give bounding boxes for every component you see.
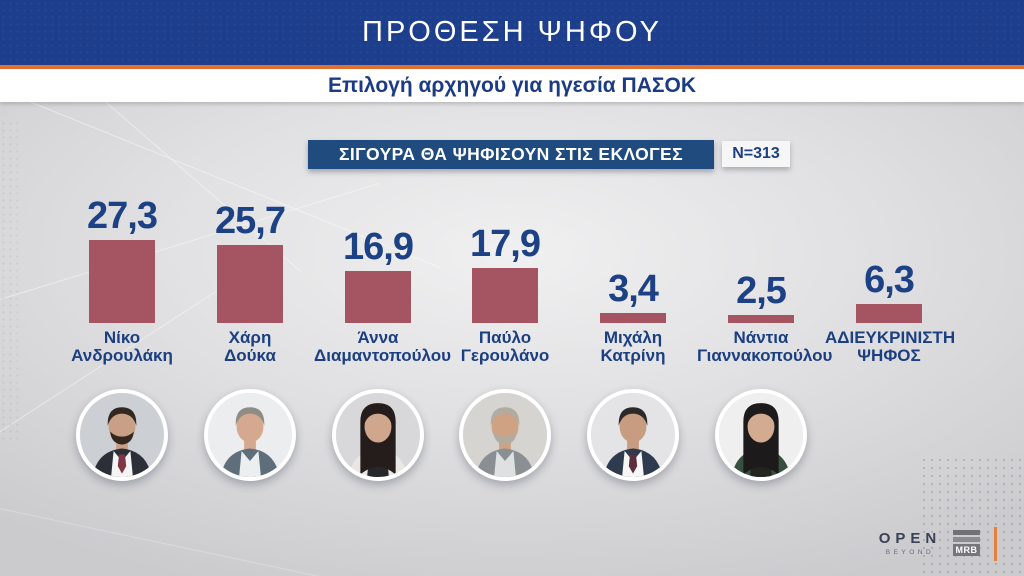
bar: [728, 315, 794, 323]
bar-column: 27,3 Νίκο Ανδρουλάκη: [58, 0, 186, 576]
candidate-name: Παύλο Γερουλάνο: [460, 328, 550, 365]
mrb-logo-bar: [953, 537, 980, 542]
candidate-name: Νάντια Γιαννακοπούλου: [697, 328, 833, 365]
mrb-logo-text: MRB: [953, 544, 980, 556]
candidate-photo: [459, 389, 551, 481]
candidate-photo: [715, 389, 807, 481]
subtitle-band: Επιλογή αρχηγού για ηγεσία ΠΑΣΟΚ: [0, 69, 1024, 102]
open-channel-logo: OPEN BEYOND: [878, 530, 942, 556]
chart-title-bar: ΣΙΓΟΥΡΑ ΘΑ ΨΗΦΙΣΟΥΝ ΣΤΙΣ ΕΚΛΟΓΕΣ: [308, 140, 714, 169]
candidate-name: Χάρη Δούκα: [224, 328, 276, 365]
candidate-photo: [76, 389, 168, 481]
bar: [345, 271, 411, 323]
orange-accent-line: [994, 527, 997, 561]
person-avatar-icon: [336, 393, 420, 477]
candidate-name: ΑΔΙΕΥΚΡΙΝΙΣΤΗ ΨΗΦΟΣ: [825, 328, 956, 365]
person-avatar-icon: [719, 393, 803, 477]
bar: [472, 268, 538, 323]
candidate-name: Νίκο Ανδρουλάκη: [71, 328, 173, 365]
bar-column: 6,3 ΑΔΙΕΥΚΡΙΝΙΣΤΗ ΨΗΦΟΣ: [825, 0, 956, 576]
dot-texture-left: [0, 120, 18, 440]
person-avatar-icon: [463, 393, 547, 477]
sample-size-text: N=313: [732, 145, 780, 162]
bar: [856, 304, 922, 323]
bar: [217, 245, 283, 323]
bar-column: 16,9 Άννα Διαμαντοπούλου: [314, 0, 452, 576]
person-avatar-icon: [591, 393, 675, 477]
bar: [89, 240, 155, 323]
person-avatar-icon: [208, 393, 292, 477]
bar-column: 25,7 Χάρη Δούκα: [186, 0, 314, 576]
candidate-photo: [204, 389, 296, 481]
chart-title: ΣΙΓΟΥΡΑ ΘΑ ΨΗΦΙΣΟΥΝ ΣΤΙΣ ΕΚΛΟΓΕΣ: [338, 144, 684, 164]
bar-column: 3,4 Μιχάλη Κατρίνη: [569, 0, 697, 576]
candidate-photo: [587, 389, 679, 481]
open-logo-text: OPEN: [878, 530, 942, 547]
mrb-logo: MRB: [953, 530, 980, 556]
bar-value: 27,3: [87, 195, 158, 237]
bar: [600, 313, 666, 323]
person-avatar-icon: [80, 393, 164, 477]
sample-size-badge: N=313: [722, 141, 790, 167]
header-band: ΠΡΟΘΕΣΗ ΨΗΦΟΥ: [0, 0, 1024, 65]
beyond-label: BEYOND: [885, 549, 935, 556]
bar-value: 6,3: [864, 259, 915, 301]
mrb-logo-bar: [953, 530, 980, 535]
page-subtitle: Επιλογή αρχηγού για ηγεσία ΠΑΣΟΚ: [327, 73, 696, 97]
candidate-photo: [332, 389, 424, 481]
bar-value: 25,7: [215, 200, 286, 242]
candidate-name: Μιχάλη Κατρίνη: [600, 328, 666, 365]
candidate-name: Άννα Διαμαντοπούλου: [314, 328, 452, 365]
bar-column: 17,9 Παύλο Γερουλάνο: [441, 0, 569, 576]
bar-value: 17,9: [470, 223, 541, 265]
bar-value: 3,4: [608, 268, 659, 310]
bar-column: 2,5 Νάντια Γιαννακοπούλου: [697, 0, 833, 576]
bar-value: 2,5: [736, 270, 787, 312]
orange-divider: [0, 65, 1024, 69]
bar-value: 16,9: [343, 226, 414, 268]
